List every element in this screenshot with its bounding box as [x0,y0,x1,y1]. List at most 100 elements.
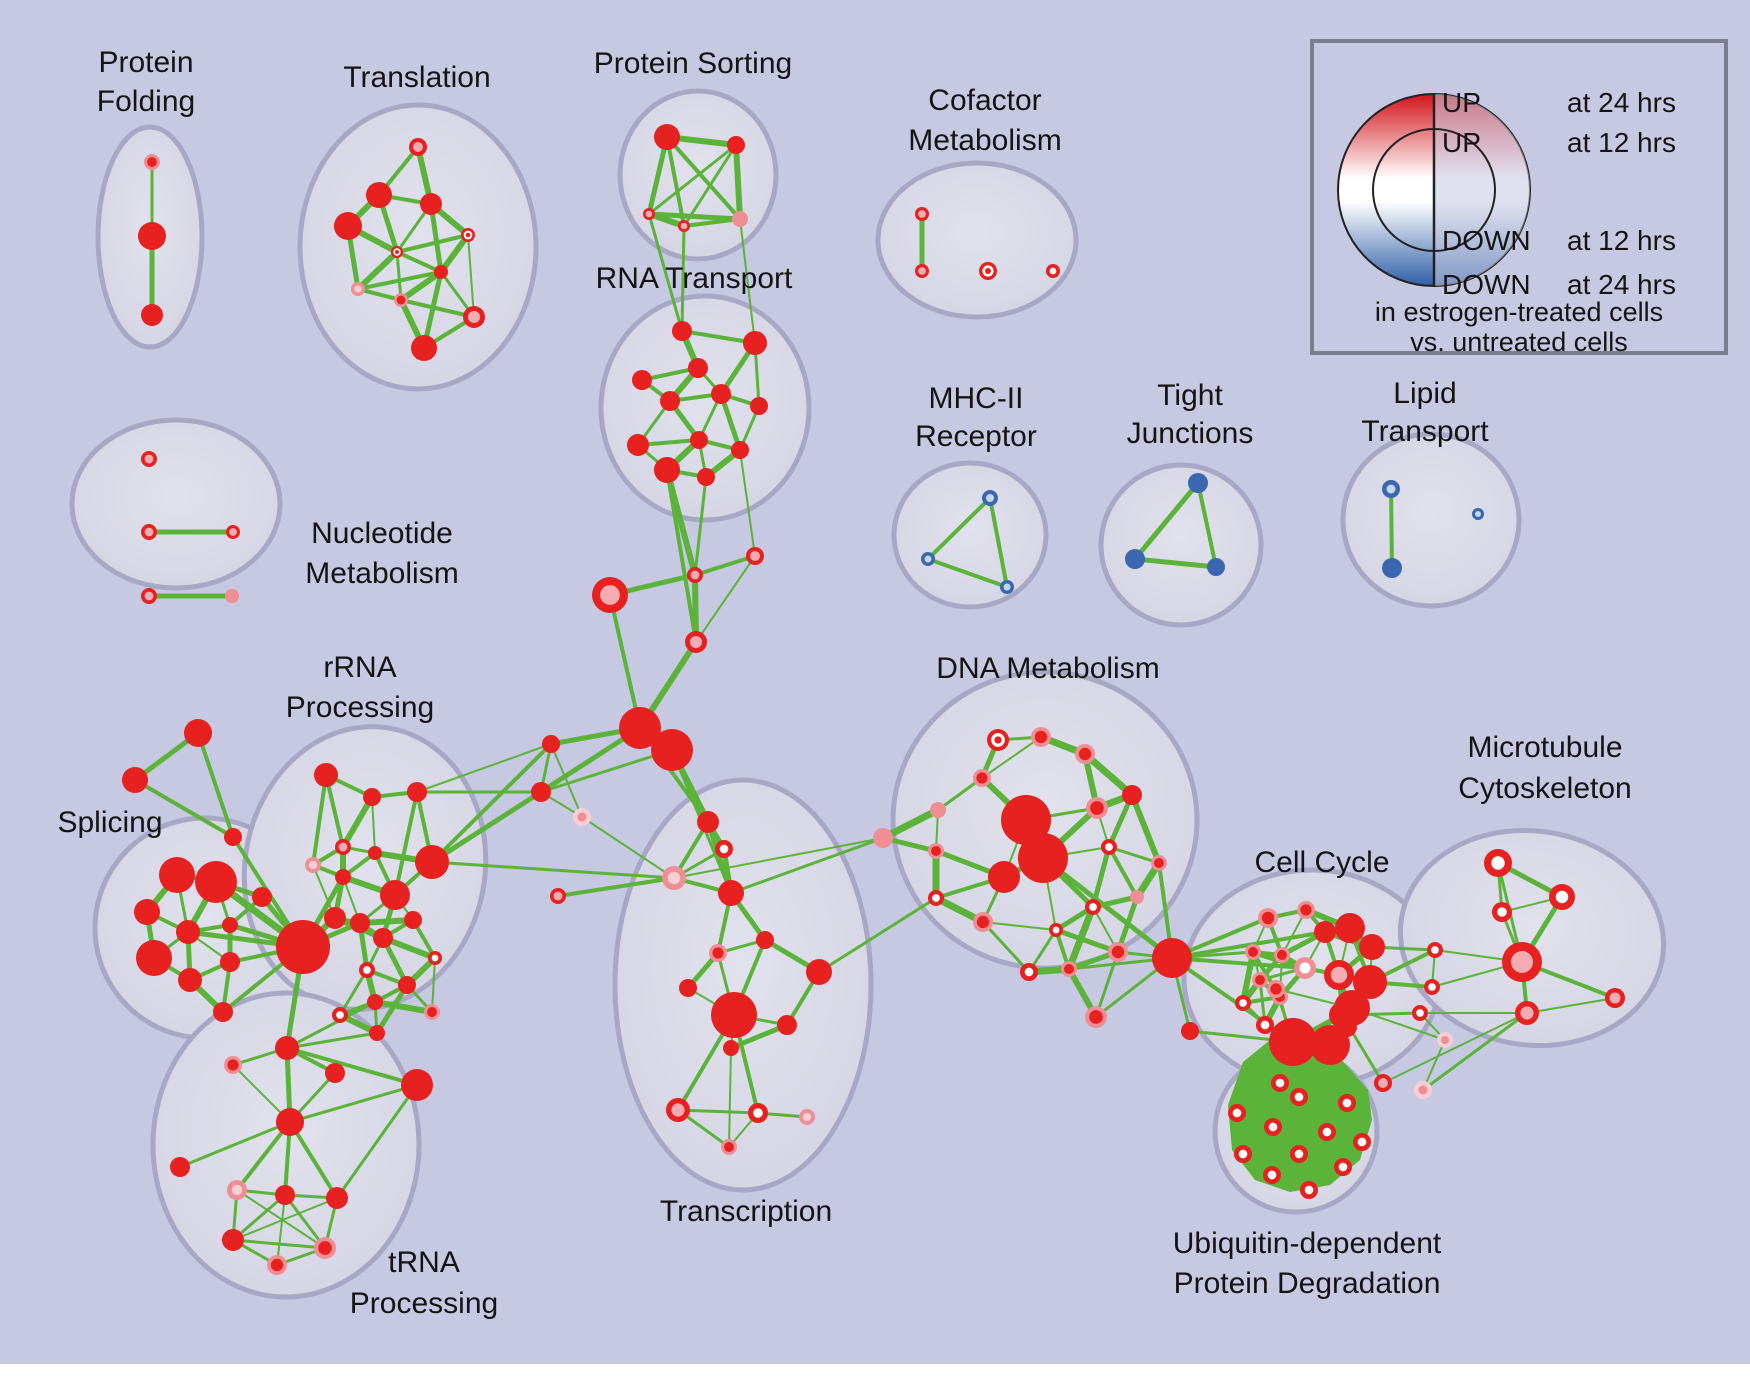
node-ring [1412,1005,1428,1021]
node-outer [672,321,692,341]
node-ring [1318,1123,1336,1141]
node-outer [806,959,832,985]
node-halo [1108,942,1128,962]
node-ring [1290,1088,1308,1106]
node-solid [654,457,680,483]
node-redring [1605,988,1625,1008]
node-inner [924,555,932,563]
node-inner [1609,992,1621,1004]
node-outer [170,1157,190,1177]
node-redring [666,1098,690,1122]
node-solid [723,1040,739,1056]
node-outer [404,911,422,929]
node-solid [276,920,330,974]
node-outer [632,370,652,390]
node-ring [1256,1016,1274,1034]
node-inner [690,570,700,580]
node-outer [275,1036,299,1060]
node-inner [427,1007,437,1017]
edge [196,731,235,839]
node-outer [750,397,768,415]
cluster-ellipse-tn [150,990,422,1300]
node-inner [1024,967,1034,977]
node-redring [685,631,707,653]
node-outer [159,857,195,893]
node-ring [1338,1094,1356,1112]
node-redring [141,588,157,604]
edge [647,143,738,216]
cluster-label-mh: Receptor [915,420,1037,453]
node-inner [1270,983,1282,995]
node-ring [1424,979,1440,995]
cluster-ellipse-tj [1098,462,1264,628]
node-inner [1416,1009,1424,1017]
node-outer [222,917,238,933]
node-outer [224,828,242,846]
node-outer [398,976,416,994]
cluster-label-mt: Microtubule [1467,731,1622,764]
edge [430,742,553,864]
cluster-label-rr: Processing [286,691,434,724]
node-outer [1359,934,1385,960]
node-solid [731,441,749,459]
cluster-label-ub: Protein Degradation [1174,1267,1441,1300]
node-halo [928,843,944,859]
edge [1240,949,1256,1006]
node-outer [350,913,370,933]
node-inner [1431,946,1439,954]
node-outer [275,1185,295,1205]
node-halo [1258,908,1278,928]
node-inner [1003,583,1011,591]
node-solid [222,917,238,933]
node-inner [1049,267,1057,275]
node-outer [654,457,680,483]
node-solid [697,468,715,486]
node-solid [632,370,652,390]
node-solid [170,1157,190,1177]
node-inner [1330,966,1348,984]
node-solid [326,1187,348,1209]
node-inner [689,635,703,649]
node-solid [213,1002,233,1022]
node-inner [431,954,439,962]
node-solid [434,265,448,279]
edge [399,298,476,319]
node-inner [338,842,348,852]
node-inner [227,1059,239,1071]
cluster-label-cf: Metabolism [908,124,1061,157]
cluster-label-tr: Translation [343,61,490,94]
node-solid [275,1185,295,1205]
node-inner [144,454,154,464]
cluster-label-cf: Cofactor [928,84,1041,117]
edge [665,135,686,228]
node-inner [363,966,371,974]
legend-direction-label: DOWN [1442,225,1531,256]
node-ring [1263,1166,1281,1184]
node-ring [1049,923,1063,937]
node-ring [1427,942,1443,958]
legend-time-label: at 24 hrs [1567,87,1676,118]
node-solid [324,907,346,929]
node-solid [195,861,237,903]
node-outer [1188,473,1208,493]
node-ring [1334,1158,1352,1176]
edge [324,773,345,849]
node-outer [225,589,239,603]
node-redring [463,306,485,328]
cluster-label-ub: Ubiquitin-dependent [1173,1227,1442,1260]
node-outer [1122,785,1142,805]
node-core [395,250,399,254]
node-halo [1267,980,1285,998]
node-outer [138,222,166,250]
edge [430,860,676,880]
cluster-label-nm: Nucleotide [311,517,453,550]
node-inner [645,210,653,218]
edge [285,1031,379,1050]
node-outer [1382,558,1402,578]
node-solid [1353,965,1387,999]
node-pale [1414,1081,1432,1099]
node-inner [1154,858,1164,868]
node-redring [1502,942,1542,982]
node-solid [1152,938,1192,978]
edge [926,557,1009,589]
